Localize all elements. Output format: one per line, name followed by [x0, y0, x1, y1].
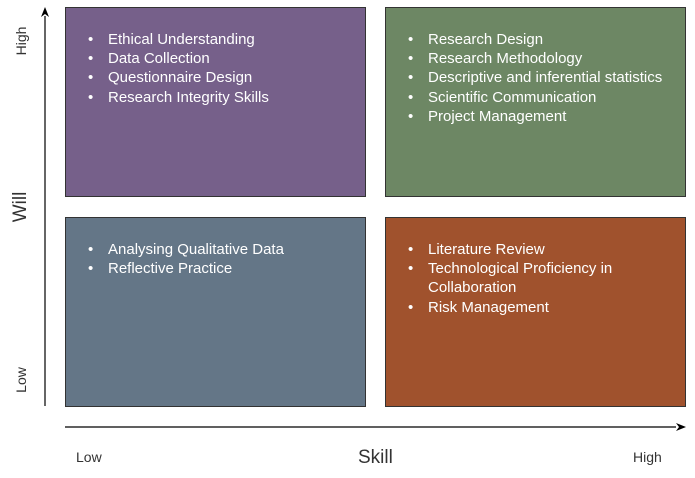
skill-item: Technological Proficiency in Collaborati… — [408, 259, 681, 297]
skill-item: Risk Management — [408, 298, 681, 317]
quadrant-list: Literature ReviewTechnological Proficien… — [408, 240, 681, 317]
quadrant-list: Ethical UnderstandingData CollectionQues… — [88, 30, 361, 107]
x-axis-title: Skill — [358, 447, 393, 468]
skill-item: Research Integrity Skills — [88, 88, 361, 107]
y-axis-high-label: High — [13, 26, 29, 56]
skill-item: Research Methodology — [408, 49, 681, 68]
skill-item: Questionnaire Design — [88, 68, 361, 87]
skill-item: Descriptive and inferential statistics — [408, 68, 681, 87]
x-axis-arrow — [676, 423, 686, 431]
skill-item: Literature Review — [408, 240, 681, 259]
y-axis-low-label: Low — [13, 367, 29, 393]
quadrant-list: Analysing Qualitative DataReflective Pra… — [88, 240, 361, 279]
skill-item: Ethical Understanding — [88, 30, 361, 49]
x-axis-low-label: Low — [76, 449, 102, 465]
quadrant-high-will-low-skill: Ethical UnderstandingData CollectionQues… — [65, 7, 366, 197]
y-axis-title: Will — [10, 191, 31, 223]
quadrant-high-will-high-skill: Research DesignResearch MethodologyDescr… — [385, 7, 686, 197]
skill-item: Scientific Communication — [408, 88, 681, 107]
skill-item: Research Design — [408, 30, 681, 49]
x-axis-high-label: High — [633, 449, 662, 465]
skill-item: Reflective Practice — [88, 259, 361, 278]
quadrant-list: Research DesignResearch MethodologyDescr… — [408, 30, 681, 126]
skill-item: Project Management — [408, 107, 681, 126]
skill-item: Analysing Qualitative Data — [88, 240, 361, 259]
skill-item: Data Collection — [88, 49, 361, 68]
y-axis-arrow — [41, 7, 49, 17]
quadrant-low-will-low-skill: Analysing Qualitative DataReflective Pra… — [65, 217, 366, 407]
quadrant-low-will-high-skill: Literature ReviewTechnological Proficien… — [385, 217, 686, 407]
